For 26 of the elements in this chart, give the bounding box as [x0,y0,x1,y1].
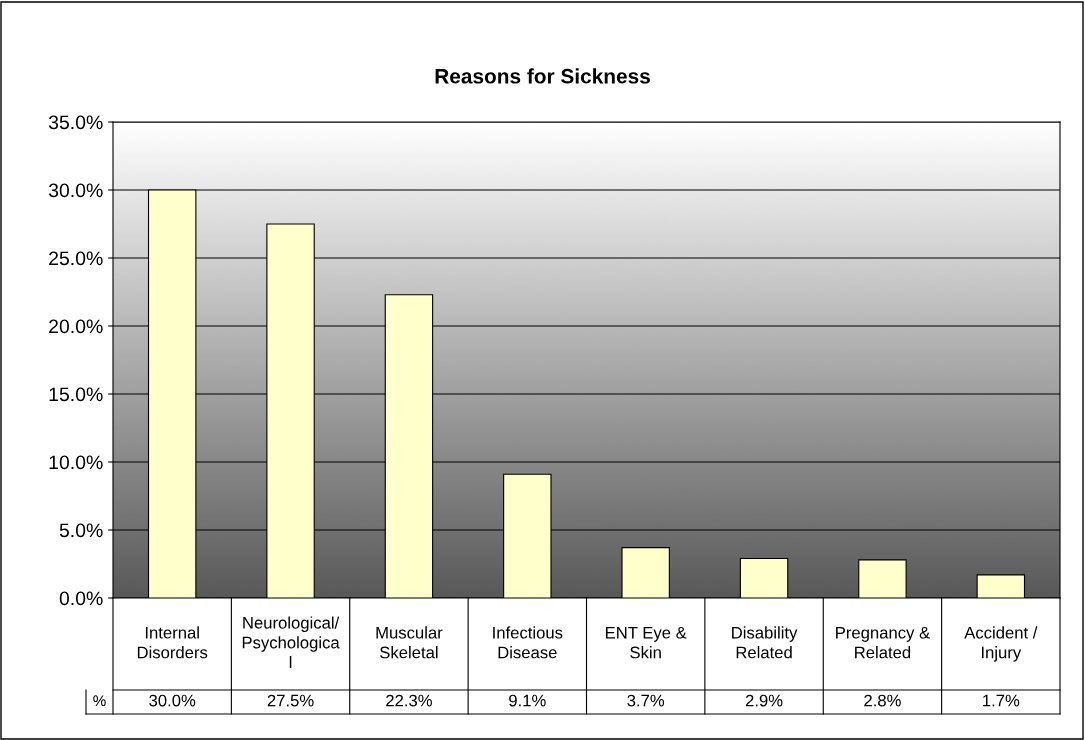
x-tick-label: Disability Related [732,626,798,659]
y-tick-label: 15.0% [49,387,103,402]
y-tick-label: 35.0% [48,115,103,130]
x-tick-label: ENT Eye & Skin [605,626,687,659]
x-tick-label: Infectious Disease [493,626,563,659]
chart-title: Reasons for Sickness [435,68,650,84]
data-label: 2.9% [745,694,783,707]
y-tick-label: 5.0% [59,523,103,538]
data-label: 3.7% [627,694,665,707]
data-label: 1.7% [983,694,1020,707]
data-label: 27.5% [267,694,314,707]
y-tick-label: 20.0% [49,319,103,334]
data-label: 30.0% [149,694,196,707]
data-label: 2.8% [864,694,901,707]
x-tick-label: Accident / Injury [964,626,1038,662]
data-label: 22.3% [386,694,432,707]
legend-label: % [93,695,106,707]
y-tick-label: 0.0% [59,591,103,606]
x-tick-label: Internal Disorders [137,626,208,659]
x-tick-label: Muscular Skeletal [376,626,443,659]
y-tick-label: 30.0% [48,183,103,198]
x-tick-label: Pregnancy & Related [836,626,930,659]
y-tick-label: 25.0% [49,251,103,266]
y-tick-label: 10.0% [49,455,103,470]
x-tick-label: Neurological/ Psychologica l [242,616,340,669]
data-label: 9.1% [509,694,546,707]
